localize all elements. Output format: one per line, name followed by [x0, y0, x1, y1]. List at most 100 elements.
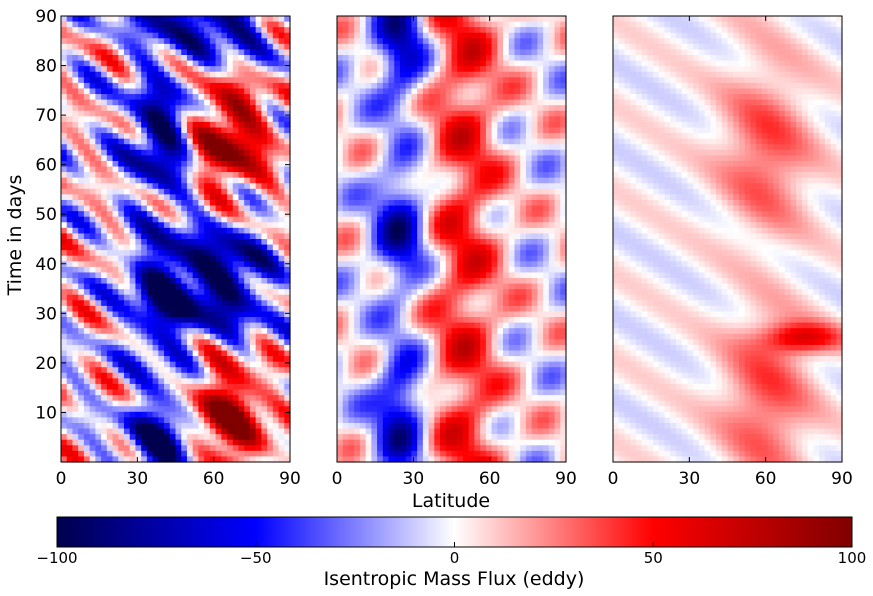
heatmap-cell — [405, 121, 413, 129]
heatmap-cell — [118, 177, 125, 184]
heatmap-cell — [514, 239, 521, 246]
heatmap-cell — [123, 205, 131, 212]
heatmap-cell — [278, 27, 285, 34]
heatmap-cell — [209, 266, 217, 274]
heatmap-cell — [112, 216, 119, 223]
heatmap-cell — [112, 155, 119, 162]
heatmap-cell — [451, 205, 458, 212]
heatmap-cell — [337, 43, 344, 51]
heatmap-cell — [399, 32, 407, 39]
heatmap-cell — [129, 389, 137, 396]
heatmap-cell — [354, 43, 361, 51]
heatmap-cell — [61, 272, 68, 279]
heatmap-cell — [186, 94, 194, 101]
heatmap-cell — [198, 49, 205, 56]
heatmap-cell — [394, 43, 401, 51]
heatmap-cell — [497, 99, 504, 106]
heatmap-cell — [272, 266, 280, 274]
heatmap-cell — [66, 356, 74, 363]
heatmap-cell — [135, 188, 142, 195]
heatmap-cell — [112, 88, 119, 95]
heatmap-cell — [175, 49, 182, 56]
heatmap-cell — [129, 138, 137, 145]
heatmap-cell — [209, 272, 217, 279]
heatmap-cell — [261, 233, 268, 240]
heatmap-cell — [278, 199, 285, 207]
heatmap-cell — [146, 105, 154, 112]
heatmap-cell — [272, 439, 280, 446]
heatmap-cell — [146, 344, 154, 352]
heatmap-cell — [192, 289, 199, 296]
heatmap-cell — [261, 188, 268, 195]
heatmap-cell — [95, 211, 102, 218]
heatmap-cell — [95, 434, 102, 441]
heatmap-cell — [123, 105, 131, 112]
heatmap-cell — [554, 60, 561, 67]
heatmap-cell — [72, 133, 79, 140]
heatmap-cell — [106, 250, 114, 257]
heatmap-cell — [95, 205, 102, 212]
heatmap-cell — [118, 133, 125, 140]
heatmap-cell — [101, 411, 108, 418]
heatmap-cell — [445, 66, 453, 73]
heatmap-cell — [267, 289, 274, 296]
heatmap-cell — [468, 211, 475, 218]
heatmap-cell — [272, 105, 280, 112]
heatmap-cell — [61, 194, 68, 201]
heatmap-cell — [209, 283, 217, 290]
heatmap-cell — [255, 289, 262, 296]
heatmap-cell — [204, 227, 211, 235]
heatmap-cell — [284, 322, 291, 329]
heatmap-cell — [359, 99, 367, 106]
heatmap-cell — [209, 94, 217, 101]
heatmap-cell — [89, 294, 96, 301]
heatmap-cell — [434, 255, 441, 262]
heatmap-cell — [146, 272, 154, 279]
heatmap-cell — [434, 211, 441, 218]
heatmap-cell — [89, 311, 96, 318]
heatmap-cell — [337, 38, 344, 45]
heatmap-cell — [141, 127, 148, 134]
heatmap-cell — [411, 199, 418, 207]
heatmap-cell — [72, 417, 79, 424]
heatmap-cell — [451, 127, 458, 134]
heatmap-cell — [66, 66, 74, 73]
heatmap-cell — [267, 166, 274, 173]
heatmap-cell — [543, 110, 550, 117]
heatmap-cell — [514, 183, 521, 190]
heatmap-cell — [95, 43, 102, 51]
heatmap-cell — [428, 149, 435, 156]
heatmap-cell — [135, 227, 142, 235]
heatmap-cell — [227, 339, 234, 346]
heatmap-cell — [215, 116, 222, 123]
heatmap-cell — [514, 94, 521, 101]
heatmap-cell — [468, 66, 475, 73]
heatmap-cell — [272, 406, 280, 413]
heatmap-cell — [388, 110, 395, 117]
heatmap-cell — [152, 383, 159, 391]
heatmap-cell — [440, 172, 447, 179]
heatmap-cell — [118, 21, 125, 28]
heatmap-cell — [272, 417, 280, 424]
heatmap-cell — [422, 21, 430, 28]
heatmap-cell — [272, 395, 280, 402]
heatmap-cell — [480, 55, 487, 62]
heatmap-cell — [548, 244, 556, 251]
heatmap-cell — [78, 367, 85, 374]
heatmap-cell — [89, 450, 96, 458]
heatmap-cell — [543, 155, 550, 162]
heatmap-cell — [89, 434, 96, 441]
heatmap-cell — [141, 77, 148, 84]
heatmap-cell — [158, 216, 165, 223]
heatmap-cell — [244, 60, 251, 67]
heatmap-cell — [198, 400, 205, 407]
heatmap-cell — [101, 183, 108, 190]
heatmap-cell — [66, 350, 74, 357]
heatmap-cell — [468, 94, 475, 101]
heatmap-cell — [146, 160, 154, 168]
heatmap-cell — [457, 244, 464, 251]
heatmap-cell — [123, 289, 131, 296]
heatmap-cell — [118, 211, 125, 218]
heatmap-cell — [537, 16, 544, 23]
